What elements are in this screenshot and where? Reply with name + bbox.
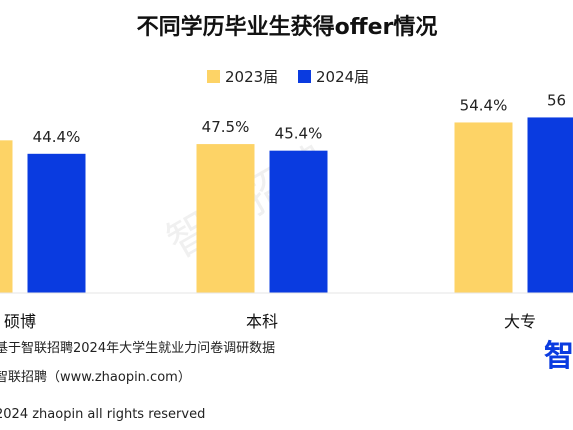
footer-copyright: 2024 zhaopin all rights reserved — [0, 407, 205, 422]
footer-source: 基于智联招聘2024年大学生就业力问卷调研数据 — [0, 340, 275, 356]
bar-本科-2024届 — [269, 150, 328, 293]
footer-site: 智联招聘（www.zhaopin.com） — [0, 370, 191, 385]
chart-title: 不同学历毕业生获得offer情况 — [137, 14, 438, 40]
legend-label-2024: 2024届 — [316, 68, 369, 86]
data-label-硕博-2024届: 44.4% — [33, 128, 81, 146]
legend-swatch-2024 — [298, 70, 311, 83]
bar-大专-2023届 — [454, 122, 513, 294]
data-label-大专-2024届: 56 — [547, 91, 566, 109]
bar-硕博-2023届 — [0, 140, 13, 293]
category-label-本科: 本科 — [246, 312, 278, 331]
bar-本科-2023届 — [196, 144, 255, 293]
data-label-本科-2024届: 45.4% — [275, 125, 323, 143]
legend: 2023届 2024届 — [207, 68, 369, 86]
legend-label-2023: 2023届 — [225, 68, 278, 86]
bar-labels: 7%44.4%47.5%45.4%54.4%56 — [33, 91, 566, 146]
category-labels: 硕博 本科 大专 — [4, 312, 536, 331]
legend-swatch-2023 — [207, 70, 220, 83]
data-label-本科-2023届: 47.5% — [202, 118, 250, 136]
bar-大专-2024届 — [527, 117, 573, 293]
bars — [0, 117, 573, 294]
category-label-硕博: 硕博 — [4, 312, 36, 331]
zhaopin-logo: 智 — [544, 339, 573, 374]
bar-硕博-2024届 — [27, 153, 86, 293]
category-label-大专: 大专 — [504, 312, 536, 331]
data-label-大专-2023届: 54.4% — [460, 96, 508, 114]
